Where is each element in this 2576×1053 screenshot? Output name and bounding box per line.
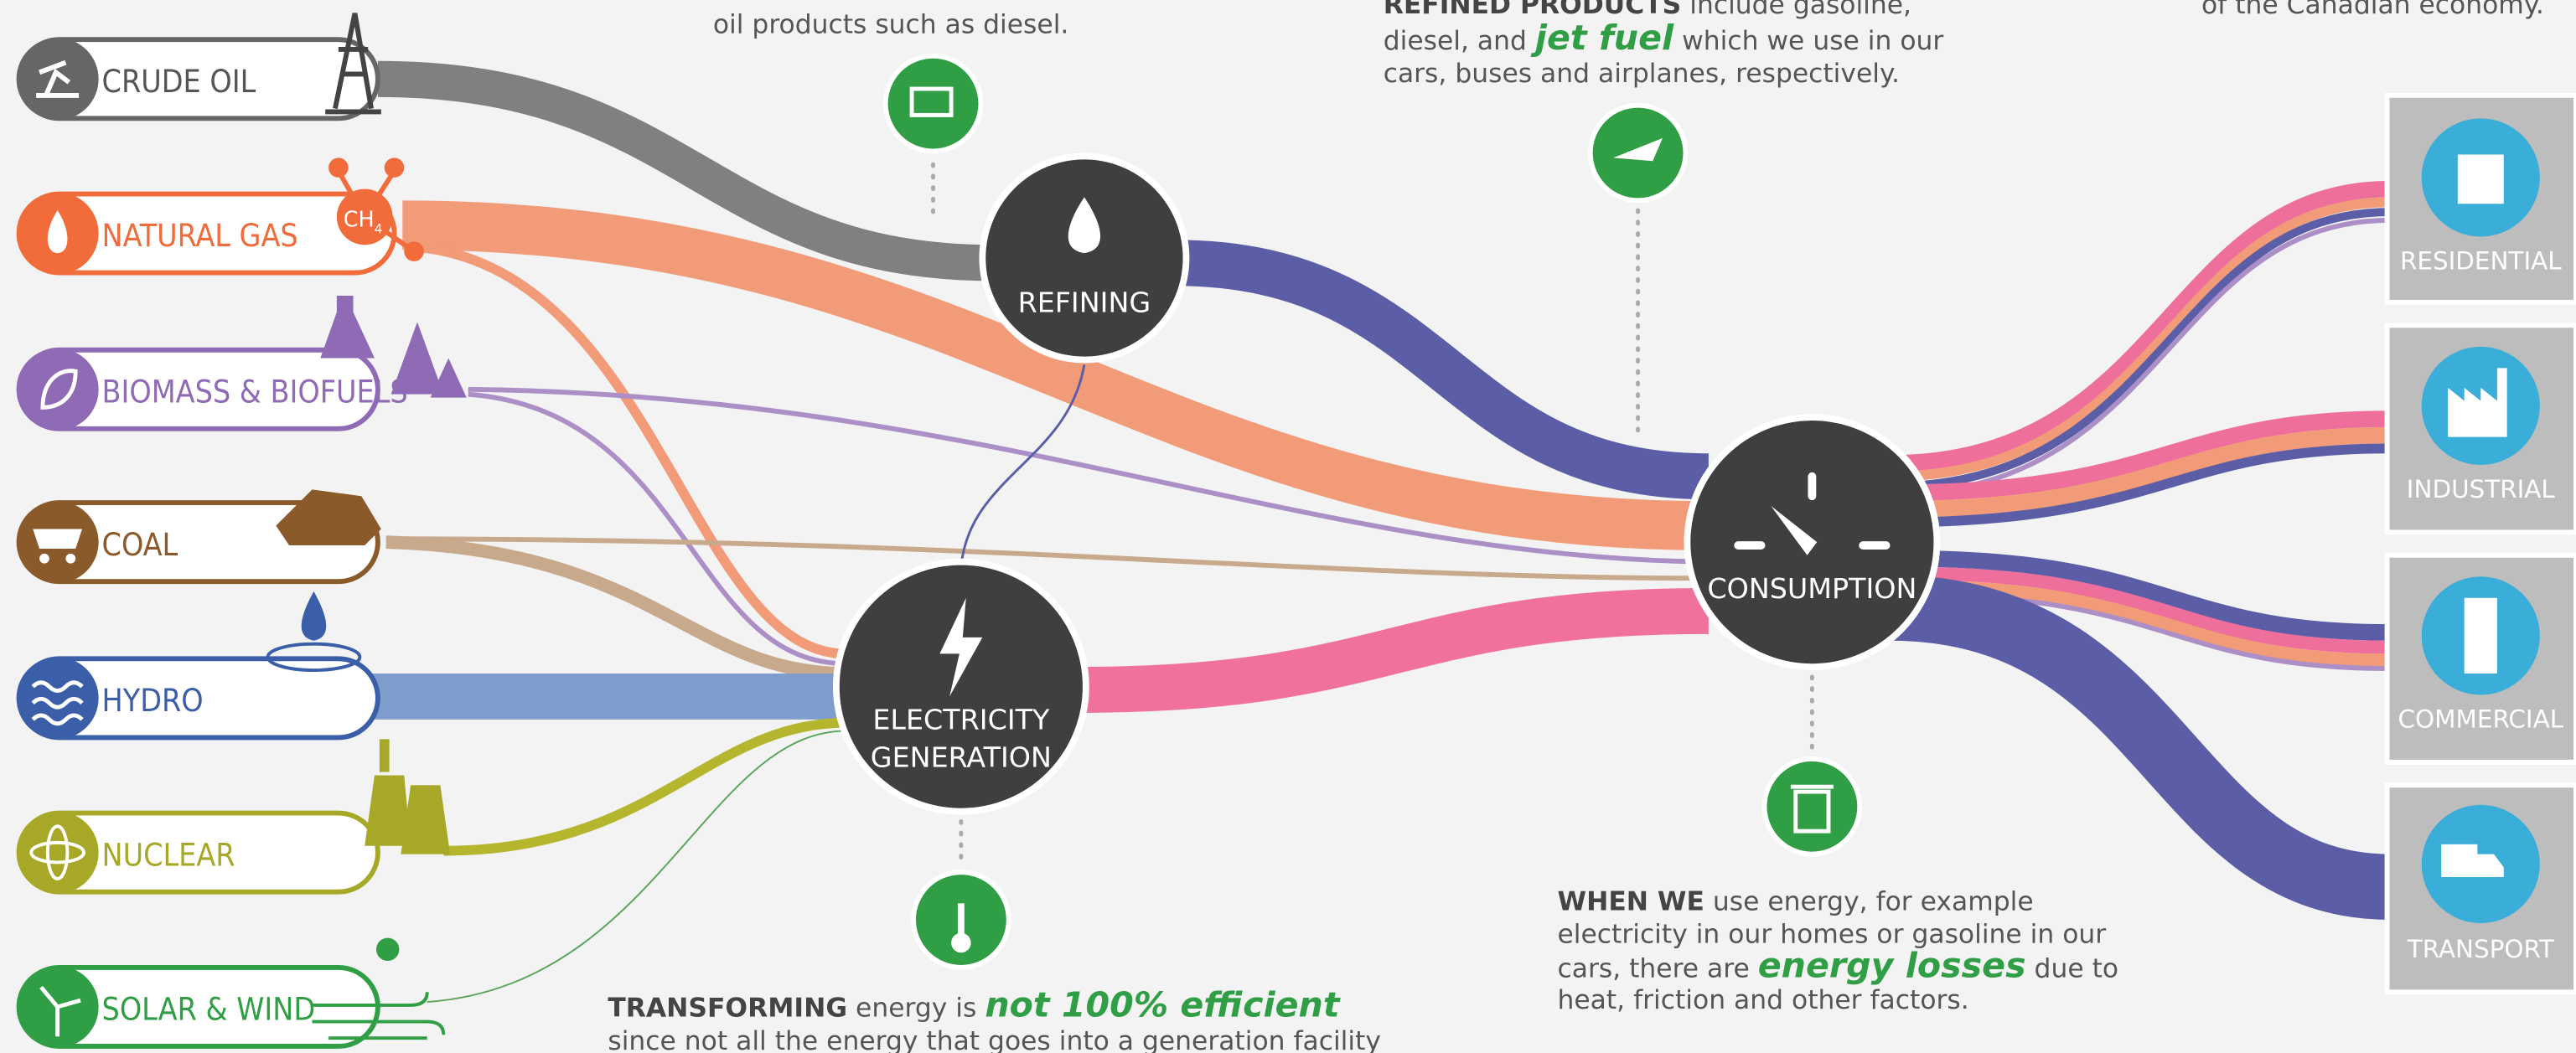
page: Energy flows { "sources": ["CRUDE OIL", …: [0, 0, 2576, 1053]
sectors-text: RESIDENTIAL: [2400, 247, 2562, 276]
source-coal: [65, 554, 75, 564]
source-nuclear-text: NUCLEAR: [102, 836, 235, 873]
annotations-text: since not all the energy that goes into …: [608, 1026, 1381, 1053]
source-natural-gas: [328, 157, 349, 178]
info-icons: [886, 56, 981, 152]
methane-formula-text: 4: [375, 221, 383, 237]
annotation-line-text: energy losses: [1758, 946, 2026, 986]
info-icons: [1765, 759, 1860, 854]
annotations-text: heat, friction and other factors.: [1558, 985, 1969, 1015]
annotation-line-text: WHEN WE: [1558, 886, 1704, 916]
sectors-text: COMMERCIAL: [2398, 705, 2564, 734]
background: [0, 0, 2576, 1053]
source-natural-gas: [404, 241, 424, 261]
source-coal: [33, 529, 82, 549]
node-electricity: ELECTRICITY: [872, 704, 1050, 736]
annotation-line-text: TRANSFORMING: [608, 994, 847, 1024]
source-coal: COAL: [17, 489, 381, 583]
diagram: CRUDE OIL CH4 NATURAL GAS BIOMASS & BIOF…: [0, 0, 2576, 1053]
nodes: [982, 156, 1186, 359]
annotation-line-text: energy is: [847, 994, 985, 1024]
source-biomass-text: BIOMASS & BIOFUELS: [102, 373, 408, 410]
annotations-text: cars, buses and airplanes, respectively.: [1384, 59, 1900, 89]
page-body: CRUDE OIL CH4 NATURAL GAS BIOMASS & BIOF…: [0, 0, 2576, 1053]
annotation-line-text: include gasoline,: [1681, 0, 1911, 20]
annotations-text: oil products such as diesel.: [713, 9, 1069, 39]
source-nuclear: [380, 739, 390, 772]
annotation-line-text: use energy, for example: [1704, 886, 2034, 916]
node-refining: REFINING: [1018, 286, 1151, 319]
source-solar-wind: [376, 938, 399, 961]
annotations-text: of the Canadian economy.: [2201, 0, 2544, 20]
source-crude-oil-text: CRUDE OIL: [102, 63, 256, 100]
info-icons: [951, 933, 971, 953]
source-nuclear: [17, 812, 99, 894]
source-biomass: [17, 348, 99, 431]
source-crude-oil: [17, 38, 99, 120]
annotation-line-text: jet fuel: [1530, 18, 1674, 58]
node-consumption: CONSUMPTION: [1707, 572, 1916, 605]
sectors-text: INDUSTRIAL: [2407, 475, 2556, 503]
annotation-line-text: not 100% efficient: [985, 985, 1341, 1025]
methane-formula-text: CH: [344, 208, 375, 233]
source-coal: [39, 554, 49, 564]
nodes: [836, 562, 1086, 812]
source-hydro: [17, 657, 99, 739]
annotation-line-text: which we use in our: [1673, 26, 1943, 56]
sectors-text: TRANSPORT: [2407, 935, 2555, 963]
node-electricity: GENERATION: [871, 741, 1052, 774]
source-hydro-text: HYDRO: [102, 682, 204, 719]
annotation-line: WHEN WE use energy, for example: [1558, 886, 2034, 916]
sectors: [2465, 598, 2497, 674]
source-natural-gas-text: NATURAL GAS: [102, 217, 298, 254]
annotation-line-text: due to: [2026, 954, 2119, 984]
source-solar-wind-text: SOLAR & WIND: [102, 991, 316, 1028]
annotation-line-text: diesel, and: [1384, 26, 1535, 56]
sectors: [2458, 154, 2504, 204]
annotation-line-text: cars, there are: [1558, 954, 1758, 984]
source-natural-gas: [385, 157, 405, 178]
source-coal-text: COAL: [102, 526, 178, 563]
